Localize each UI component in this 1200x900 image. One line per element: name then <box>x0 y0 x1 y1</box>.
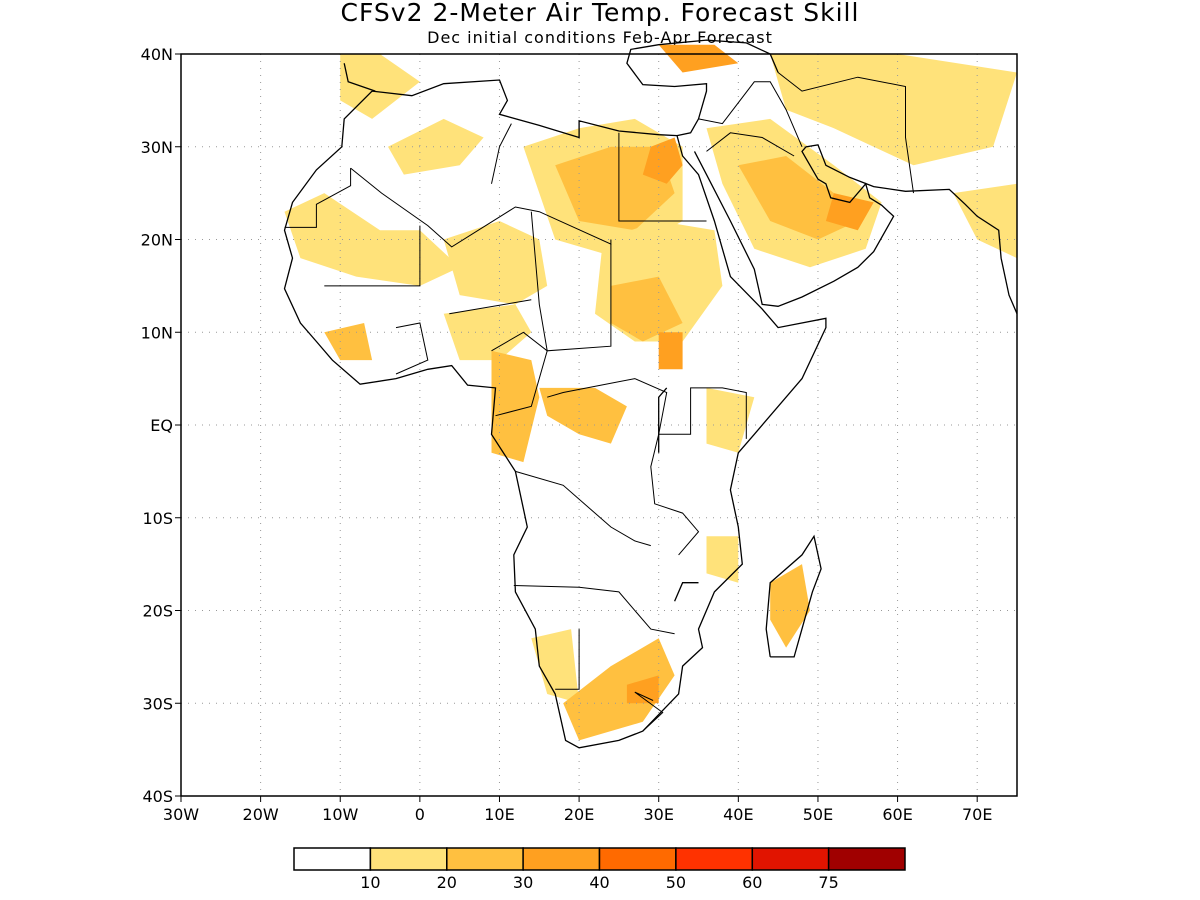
skill-region <box>340 54 420 119</box>
coastline-layer <box>283 39 1018 749</box>
skill-region <box>770 54 1017 166</box>
colorbar-label: 75 <box>818 873 838 892</box>
latitude-tick-label: 40N <box>141 45 173 64</box>
longitude-tick-label: 10W <box>322 805 358 824</box>
coastline <box>626 39 779 137</box>
coastline <box>765 534 822 658</box>
skill-region <box>443 221 548 305</box>
skill-region <box>706 387 755 453</box>
country-border <box>513 585 675 635</box>
country-border <box>547 378 668 435</box>
latitude-tick-label: 20N <box>141 231 173 250</box>
skill-region <box>610 276 683 342</box>
colorbar-swatch <box>751 847 830 871</box>
colorbar-label: 40 <box>589 873 609 892</box>
skill-region <box>531 629 580 704</box>
skill-region <box>825 193 874 231</box>
skill-region <box>658 44 739 73</box>
colorbar-swatch <box>369 847 448 871</box>
coastline <box>693 144 1018 314</box>
colorbar-swatch <box>675 847 754 871</box>
latitude-tick-labels: 40N 30N 20N 10N EQ 10S 20S 30S 40S <box>141 45 181 806</box>
colorbar-label: 30 <box>513 873 533 892</box>
colorbar: 10 20 30 40 50 60 75 <box>293 847 906 892</box>
longitude-tick-label: 30E <box>643 805 673 824</box>
country-border <box>284 168 352 228</box>
colorbar-swatch <box>293 847 372 871</box>
colorbar-swatch <box>522 847 601 871</box>
coastline <box>283 79 827 749</box>
country-border <box>706 132 795 157</box>
latitude-tick-label: EQ <box>150 416 173 435</box>
skill-region <box>642 137 683 184</box>
country-border <box>395 322 429 375</box>
skill-region <box>443 304 532 361</box>
longitude-tick-label: 40E <box>723 805 753 824</box>
latitude-tick-label: 20S <box>142 602 173 621</box>
skill-region <box>770 564 810 648</box>
coastline <box>343 63 376 92</box>
skill-region <box>658 332 683 370</box>
skill-region <box>284 193 460 286</box>
skill-region <box>539 387 627 444</box>
latitude-tick-label: 30S <box>142 694 173 713</box>
latitude-tick-label: 10N <box>141 323 173 342</box>
skill-region <box>324 323 373 361</box>
colorbar-label: 20 <box>437 873 457 892</box>
country-border <box>491 123 512 184</box>
latitude-tick-label: 10S <box>142 509 173 528</box>
skill-shading-layer <box>284 44 1017 741</box>
country-border <box>324 225 421 287</box>
longitude-tick-label: 50E <box>803 805 833 824</box>
colorbar-swatch <box>446 847 524 871</box>
skill-region <box>626 675 659 704</box>
colorbar-swatch <box>598 847 677 871</box>
colorbar-label: 50 <box>666 873 686 892</box>
country-border <box>650 434 700 556</box>
skill-region <box>491 350 540 463</box>
country-border <box>777 72 914 194</box>
longitude-tick-label: 20E <box>564 805 594 824</box>
country-border <box>515 470 651 547</box>
longitude-tick-label: 0 <box>415 805 425 824</box>
country-border <box>449 299 532 315</box>
longitude-tick-label: 60E <box>882 805 912 824</box>
coastline <box>674 582 699 602</box>
latitude-tick-label: 40S <box>142 787 173 806</box>
longitude-tick-label: 20W <box>243 805 279 824</box>
latitude-tick-label: 30N <box>141 138 173 157</box>
longitude-tick-labels: 30W 20W 10W 0 10E 20E 30E 40E 50E 60E 70E <box>163 796 992 824</box>
colorbar-swatch <box>827 847 906 871</box>
country-border <box>618 132 707 222</box>
country-border <box>350 167 612 248</box>
country-border <box>555 629 580 690</box>
skill-region <box>706 536 739 583</box>
skill-region <box>563 638 675 741</box>
longitude-tick-label: 10E <box>484 805 514 824</box>
country-border <box>658 387 747 439</box>
skill-region <box>388 118 484 175</box>
colorbar-label: 60 <box>742 873 762 892</box>
skill-region <box>555 146 675 231</box>
country-border <box>491 331 548 417</box>
map-title: CFSv2 2-Meter Air Temp. Forecast Skill <box>340 0 860 27</box>
longitude-tick-label: 70E <box>962 805 992 824</box>
colorbar-label: 10 <box>360 873 380 892</box>
country-border <box>698 81 803 147</box>
longitude-tick-label: 30W <box>163 805 199 824</box>
country-border <box>634 691 664 732</box>
